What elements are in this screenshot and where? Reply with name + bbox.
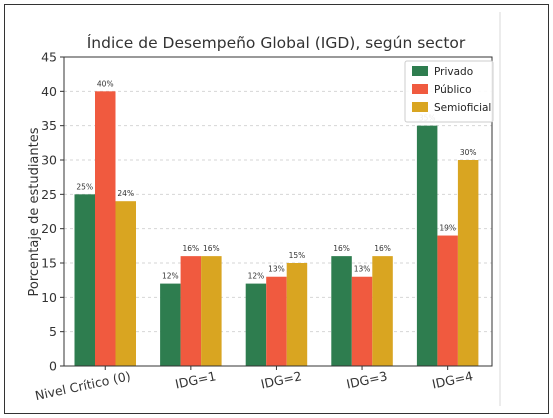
bar-value-label: 16% [203,244,220,253]
bar-value-label: 19% [439,224,456,233]
bar-value-label: 25% [76,182,93,191]
legend-swatch-semioficial [412,102,428,112]
bar-semioficial-4 [457,160,479,366]
bar-p-blico-3 [351,276,373,366]
y-axis-label: Porcentaje de estudiantes [27,127,42,296]
bar-privado-3 [331,256,352,366]
bar-value-label: 16% [374,244,391,253]
y-tick-label: 10 [41,290,57,305]
y-tick-label: 20 [41,221,57,236]
bar-value-label: 30% [460,148,477,157]
y-tick-label: 5 [49,324,57,339]
bars [74,91,479,367]
bar-p-blico-0 [95,91,116,366]
bar-privado-1 [160,283,181,366]
y-tick-label: 0 [49,359,57,374]
legend-label-publico: Público [434,84,472,96]
bar-value-label: 40% [97,79,114,88]
bar-p-blico-4 [437,235,458,366]
bar-privado-4 [416,125,438,367]
y-tick-label: 35 [41,118,57,133]
legend-label-semioficial: Semioficial [434,102,491,114]
bar-value-label: 12% [248,272,265,281]
bar-semioficial-2 [286,263,308,366]
y-tick-label: 30 [41,153,57,168]
bar-value-label: 16% [183,244,200,253]
y-tick-label: 25 [41,187,57,202]
bar-p-blico-1 [180,256,202,366]
bar-semioficial-3 [372,256,393,366]
bar-value-label: 13% [354,265,371,274]
legend-swatch-privado [412,66,428,76]
bar-value-label: 16% [333,244,350,253]
bar-privado-0 [74,194,95,366]
y-tick-label: 15 [41,256,57,271]
bar-value-label: 12% [162,272,179,281]
legend-swatch-publico [412,84,428,94]
y-tick-label: 45 [41,50,57,65]
bar-semioficial-0 [115,201,136,366]
plot-frame [63,56,493,367]
bar-semioficial-1 [201,256,222,366]
legend: Privado Público Semioficial [404,60,494,123]
chart-title: Índice de Desempeño Global (IGD), según … [87,33,466,52]
bar-value-label: 15% [289,251,306,260]
y-tick-label: 40 [41,84,57,99]
bar-p-blico-2 [266,276,287,366]
bar-value-label: 24% [117,189,134,198]
bar-privado-2 [245,283,267,366]
legend-label-privado: Privado [434,66,473,78]
bar-value-label: 13% [268,265,285,274]
